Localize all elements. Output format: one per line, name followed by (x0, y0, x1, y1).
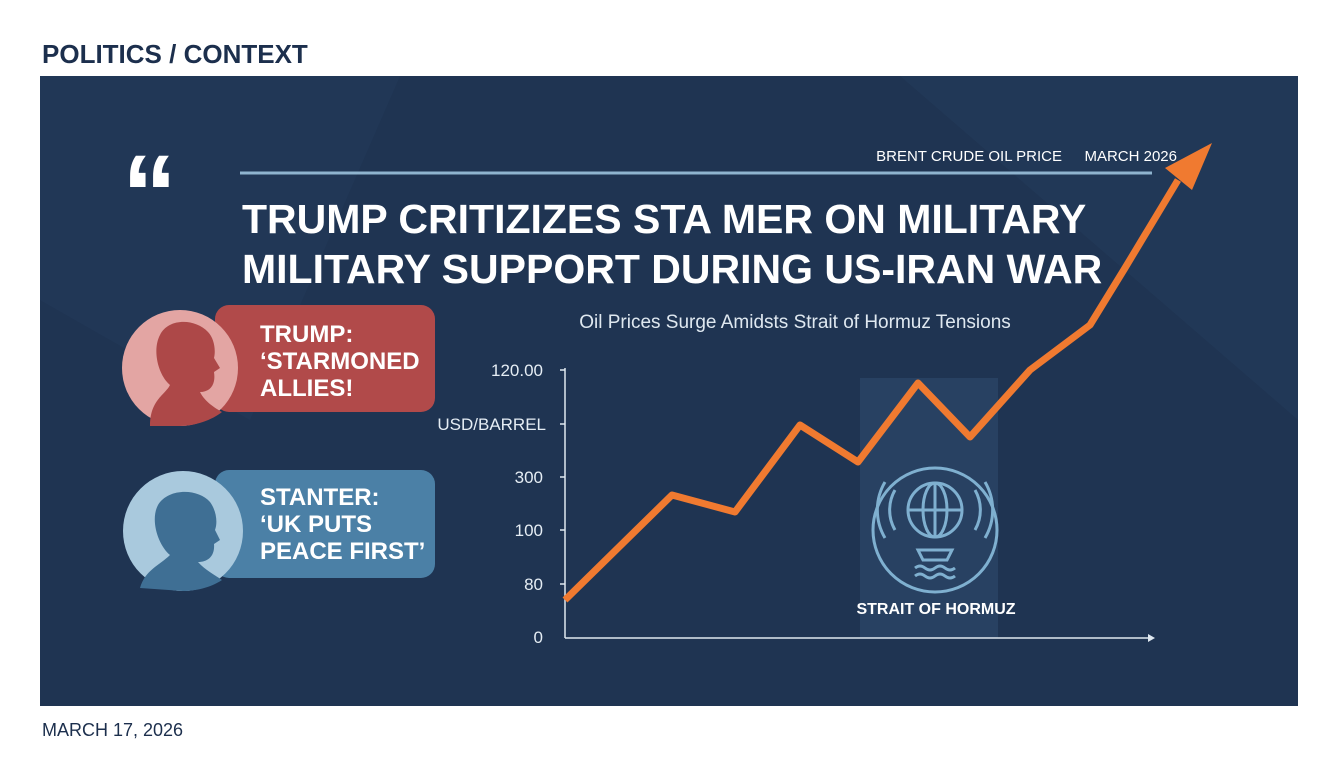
axis-label: 100 (515, 521, 543, 540)
axis-label: 80 (524, 575, 543, 594)
axis-arrow (1148, 634, 1155, 642)
quote-mark: “ (122, 133, 177, 256)
axis-label: 0 (534, 628, 543, 647)
trend-line (562, 178, 1181, 603)
axis-label: 300 (515, 468, 543, 487)
section-title: POLITICS / CONTEXT (42, 39, 308, 69)
quote-text: STANTER: (260, 484, 380, 511)
quote-box (215, 305, 435, 412)
quote-text: TRUMP: (260, 321, 353, 348)
hormuz-icon (871, 466, 999, 594)
quote-box (215, 470, 435, 578)
quote-text: ‘UK PUTS (260, 511, 372, 538)
chart-label: BRENT CRUDE OIL PRICE (876, 148, 1062, 165)
headline: MILITARY SUPPORT DURING US-IRAN WAR (242, 246, 1102, 292)
axis-label: USD/BARREL (437, 415, 546, 434)
quote-text: PEACE FIRST’ (260, 538, 425, 565)
chart-date: MARCH 2026 (1084, 148, 1177, 165)
chart-subtitle: Oil Prices Surge Amidsts Strait of Hormu… (579, 312, 1011, 333)
headline: TRUMP CRITIZIZES STA MER ON MILITARY (242, 196, 1086, 242)
axis-label: 120.00 (491, 361, 543, 380)
silhouette (140, 491, 222, 591)
trend-arrow (1165, 143, 1212, 190)
region-band (860, 378, 998, 638)
quote-text: ‘STARMONED (260, 348, 420, 375)
footer-date: MARCH 17, 2026 (42, 720, 183, 740)
region-label: STRAIT OF HORMUZ (856, 601, 1015, 618)
panel-shade (40, 76, 400, 420)
quote-text: ALLIES! (260, 375, 353, 402)
silhouette (150, 321, 222, 426)
